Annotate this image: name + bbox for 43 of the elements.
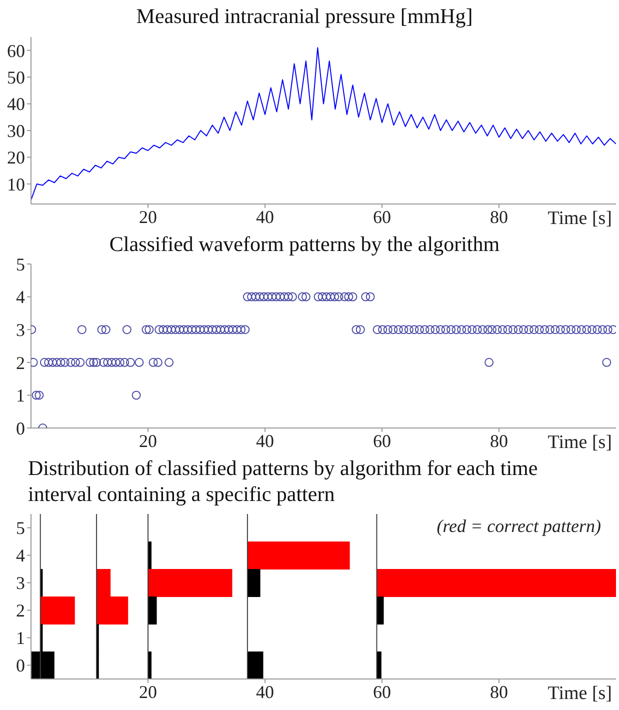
y-tick-label: 4 [16, 546, 25, 566]
bar [376, 596, 384, 624]
x-tick-label: 60 [373, 682, 391, 702]
x-tick-label: 60 [373, 206, 391, 227]
bar [148, 596, 157, 624]
x-axis-title: Time [s] [548, 683, 612, 704]
x-tick-label: 80 [490, 682, 508, 702]
x-tick-label: 40 [256, 682, 274, 702]
y-tick-label: 3 [16, 573, 25, 594]
chart-title: Classified waveform patterns by the algorithm [108, 231, 501, 256]
y-tick-label: 0 [16, 656, 25, 676]
x-tick-label: 60 [373, 430, 391, 451]
bar [376, 652, 382, 680]
y-tick-label: 50 [7, 67, 25, 88]
y-tick-label: 5 [16, 518, 25, 538]
y-tick-label: 60 [7, 40, 25, 61]
chart-title: Measured intracranial pressure [mmHg] [135, 3, 474, 30]
y-tick-label: 10 [7, 174, 25, 194]
x-tick-label: 20 [139, 430, 157, 451]
y-tick-label: 40 [7, 94, 25, 114]
y-tick-label: 5 [16, 254, 25, 274]
x-tick-label: 40 [256, 206, 274, 227]
x-axis-title: Time [s] [548, 208, 612, 229]
bar [247, 569, 260, 597]
y-tick-label: 1 [16, 628, 25, 648]
x-tick-label: 80 [490, 206, 508, 227]
line-series [31, 47, 616, 200]
x-tick-label: 80 [490, 430, 508, 451]
y-tick-label: 30 [7, 120, 25, 141]
y-tick-label: 20 [7, 148, 25, 168]
annotation: (red = correct pattern) [436, 516, 601, 537]
chart-title: Distribution of classified patterns by algorithm for each time interval containing a specific pattern [27, 455, 539, 506]
y-tick-label: 2 [16, 352, 25, 373]
y-tick-label: 3 [16, 320, 25, 340]
x-tick-label: 20 [139, 206, 157, 227]
y-tick-label: 2 [16, 600, 25, 621]
x-tick-label: 20 [139, 682, 157, 702]
y-tick-label: 0 [16, 418, 25, 438]
x-axis-title: Time [s] [548, 432, 612, 453]
bar [247, 652, 264, 680]
y-tick-label: 4 [16, 287, 25, 308]
y-tick-label: 1 [16, 386, 25, 406]
x-tick-label: 40 [256, 430, 274, 451]
